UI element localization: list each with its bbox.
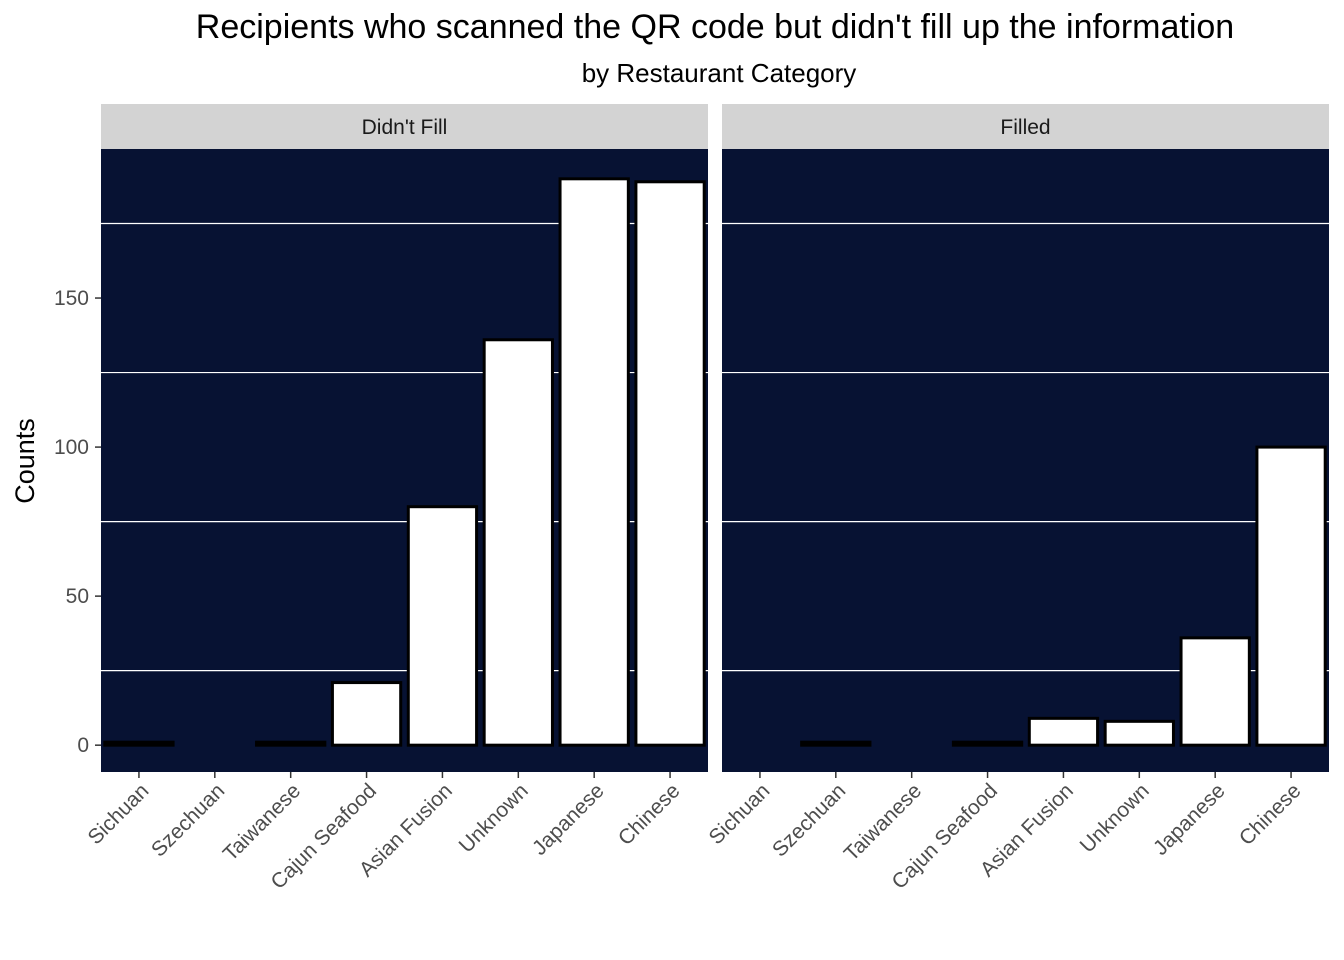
y-tick-label: 100 xyxy=(54,436,89,459)
x-tick-label: Sichuan xyxy=(84,779,154,849)
y-axis: 0 50 100 150 xyxy=(54,287,101,757)
bar-unknown xyxy=(1103,719,1175,747)
bar-taiwanese xyxy=(255,740,327,747)
bar-sichuan xyxy=(103,740,175,747)
x-tick-label: Unknown xyxy=(1076,779,1154,857)
y-tick-label: 0 xyxy=(77,734,89,757)
bar-chinese xyxy=(634,180,706,747)
chart-title: Recipients who scanned the QR code but d… xyxy=(195,8,1235,46)
x-tick-label: Chinese xyxy=(614,779,685,850)
y-tick-label: 50 xyxy=(66,585,89,608)
x-tick-label: Chinese xyxy=(1235,779,1306,850)
bar-cajun-seafood xyxy=(330,681,403,747)
x-tick-label: Sichuan xyxy=(705,779,775,849)
bar-japanese xyxy=(1179,636,1251,747)
bar-unknown xyxy=(482,338,554,747)
x-tick-label: Unknown xyxy=(455,779,533,857)
bar-asian-fusion xyxy=(406,505,479,747)
bar-szechuan xyxy=(800,740,872,747)
bar-cajun-seafood xyxy=(951,740,1024,747)
facet-panel-didnt-fill: Didn't FillSichuanSzechuanTaiwaneseCajun… xyxy=(84,104,708,894)
x-tick-label: Szechuan xyxy=(768,779,850,861)
bar-chinese xyxy=(1255,445,1327,747)
facet-strip xyxy=(722,104,1329,149)
x-tick-label: Szechuan xyxy=(147,779,229,861)
y-axis-label: Counts xyxy=(10,418,40,504)
chart-subtitle: by Restaurant Category xyxy=(581,58,857,88)
x-tick-label: Japanese xyxy=(1149,779,1230,860)
facet-strip xyxy=(101,104,708,149)
x-tick-label: Japanese xyxy=(528,779,609,860)
y-tick-label: 150 xyxy=(54,287,89,310)
bar-japanese xyxy=(558,177,630,747)
facet-strip-label: Didn't Fill xyxy=(362,116,448,139)
bar-asian-fusion xyxy=(1027,716,1100,747)
facet-strip-label: Filled xyxy=(1000,116,1050,139)
